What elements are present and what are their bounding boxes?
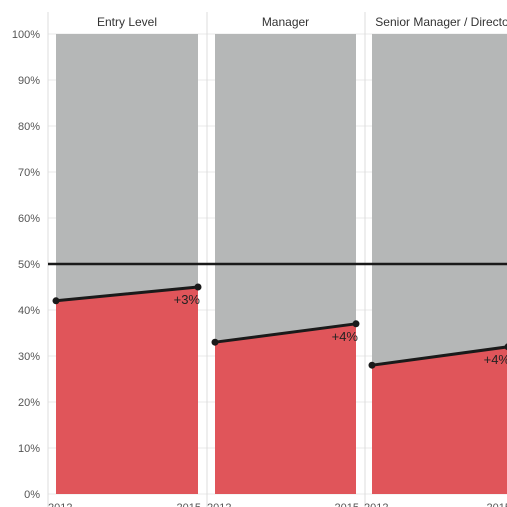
panel-title: Senior Manager / Director (375, 15, 507, 29)
y-tick-label: 70% (18, 167, 40, 179)
share-area (372, 346, 507, 494)
y-tick-label: 20% (18, 397, 40, 409)
panel-group: Entry Level20122015Manager20122015Senior… (47, 12, 507, 507)
y-tick-label: 0% (24, 489, 40, 501)
share-area (56, 287, 198, 494)
remainder-area (56, 34, 198, 301)
y-tick-label: 80% (18, 121, 40, 133)
x-tick-label: 2012 (364, 502, 388, 507)
panel-title: Manager (262, 15, 309, 29)
remainder-area (372, 34, 507, 366)
remainder-area (215, 34, 356, 343)
series-line (54, 285, 200, 303)
panel: Senior Manager / Director 2012 2015 (364, 12, 507, 507)
change-label: +4% (332, 329, 359, 344)
y-tick-label: 40% (18, 305, 40, 317)
y-tick-label: 60% (18, 213, 40, 225)
y-tick-label: 50% (18, 259, 40, 271)
x-tick-label: 2015 (177, 502, 201, 507)
panel-title: Entry Level (97, 15, 157, 29)
data-point (194, 283, 202, 291)
y-axis: 0% 10% 20% 30% 40% 50% 60% 70% 80% 90% 100% (12, 29, 40, 501)
x-tick-label: 2015 (487, 502, 507, 507)
y-tick-label: 30% (18, 351, 40, 363)
share-area (215, 323, 356, 494)
change-label: +3% (174, 292, 201, 307)
panel: Entry Level 2012 2015 (47, 12, 201, 507)
y-tick-label: 100% (12, 29, 40, 41)
x-tick-label: 2012 (207, 502, 231, 507)
data-point (368, 361, 376, 369)
data-point (52, 297, 60, 305)
panel: Manager 2012 2015 (206, 12, 359, 507)
series-line-group: +3% +4% +4% (52, 283, 507, 369)
data-point (211, 338, 219, 346)
data-point (352, 320, 360, 328)
y-tick-label: 10% (18, 443, 40, 455)
data-point (504, 343, 507, 351)
x-tick-label: 2015 (335, 502, 359, 507)
series-line (370, 345, 507, 367)
change-label: +4% (484, 352, 507, 367)
x-tick-label: 2012 (48, 502, 72, 507)
y-tick-label: 90% (18, 75, 40, 87)
series-line (213, 322, 358, 344)
